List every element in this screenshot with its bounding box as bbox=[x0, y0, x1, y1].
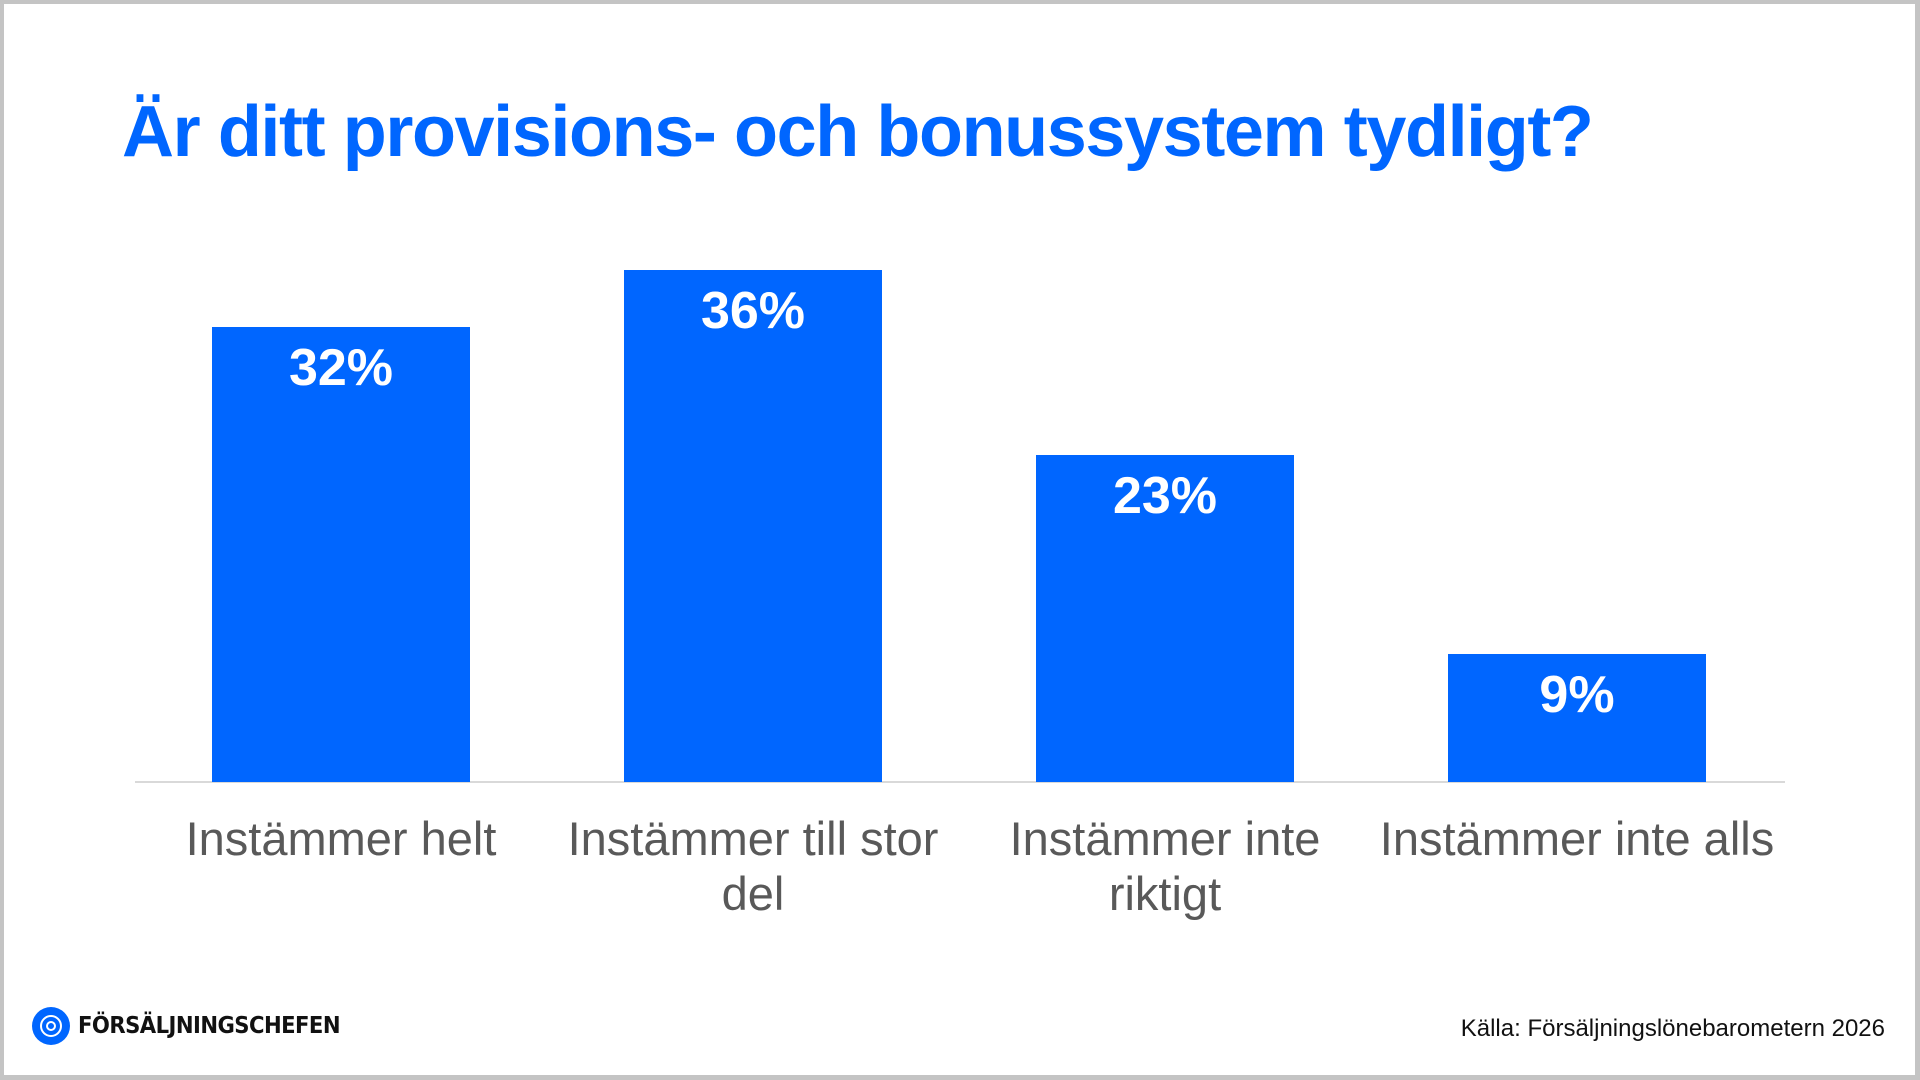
x-axis-line bbox=[135, 781, 1785, 783]
bar-instammer-inte-alls: 9% bbox=[1448, 654, 1706, 782]
bar-value-label: 9% bbox=[1539, 666, 1615, 724]
category-label-line: riktigt bbox=[1108, 867, 1222, 920]
category-label-line: Instämmer inte alls bbox=[1379, 812, 1775, 865]
bar-instammer-inte-riktigt: 23% bbox=[1036, 455, 1294, 782]
bar-instammer-helt: 32% bbox=[212, 327, 470, 782]
slide: Är ditt provisions- och bonussystem tydl… bbox=[4, 4, 1915, 1075]
bar-instammer-till-stor-del: 36% bbox=[624, 270, 882, 782]
bar-value-label: 23% bbox=[1112, 467, 1218, 525]
chart-title: Är ditt provisions- och bonussystem tydl… bbox=[122, 92, 1594, 172]
bar-value-label: 32% bbox=[288, 339, 394, 397]
category-label-line: Instämmer inte bbox=[1009, 812, 1321, 865]
category-label: Instämmer till stor del bbox=[547, 811, 959, 921]
bar-value-label: 36% bbox=[700, 282, 806, 340]
target-circle-icon bbox=[32, 1007, 70, 1045]
category-label: Instämmer helt bbox=[135, 811, 547, 866]
category-label-line: Instämmer helt bbox=[185, 812, 497, 865]
category-label-line: Instämmer till stor bbox=[567, 812, 939, 865]
source-citation: Källa: Försäljningslönebarometern 2026 bbox=[1460, 1015, 1885, 1042]
category-label: Instämmer inte riktigt bbox=[959, 811, 1371, 921]
brand-logo: FÖRSÄLJNINGSCHEFEN bbox=[32, 1007, 363, 1045]
category-label: Instämmer inte alls bbox=[1371, 811, 1783, 866]
brand-name: FÖRSÄLJNINGSCHEFEN bbox=[78, 1013, 341, 1039]
category-label-line: del bbox=[721, 867, 785, 920]
